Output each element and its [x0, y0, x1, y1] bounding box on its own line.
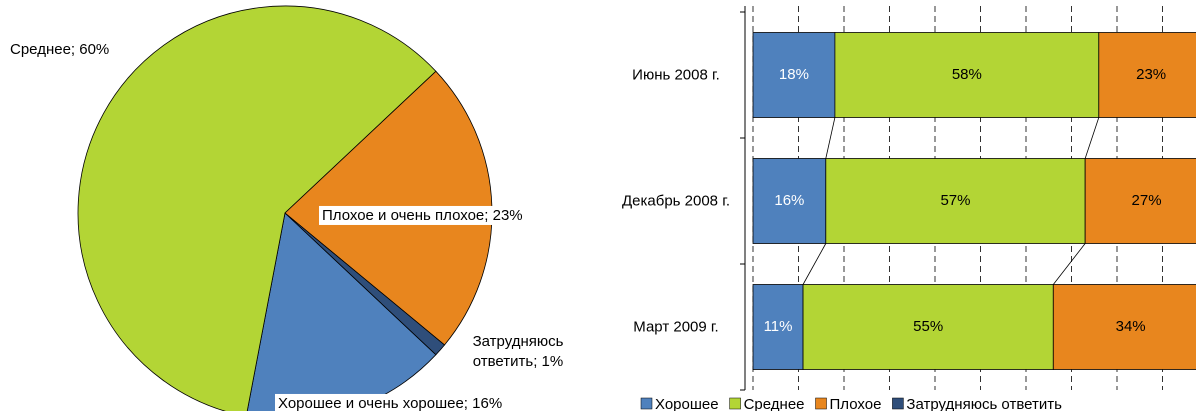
legend-label: Хорошее: [655, 396, 719, 411]
legend-swatch: [640, 397, 653, 410]
bar-value-label: 18%: [779, 66, 809, 83]
bar-segment: [802, 284, 1054, 370]
legend-swatch: [815, 397, 827, 410]
bar-value-label: 11%: [764, 318, 793, 335]
category-label: Март 2009 г.: [633, 318, 719, 336]
series-connector: [825, 117, 836, 159]
bar-value-label: 55%: [913, 318, 943, 335]
bar-value-label: 57%: [940, 192, 970, 209]
category-label: Декабрь 2008 г.: [622, 192, 730, 210]
legend-swatch: [892, 397, 904, 410]
pie-label: Плохое и очень плохое; 23%: [322, 207, 523, 224]
legend-label: Плохое: [830, 396, 882, 411]
bar-segment: [1098, 32, 1196, 118]
pie-label: Среднее; 60%: [10, 41, 109, 58]
bar-value-label: 27%: [1132, 192, 1162, 209]
bar-segment: [1052, 284, 1196, 370]
pie-slice: [284, 212, 446, 356]
bar-segment: [1084, 158, 1196, 244]
pie-label: ответить; 1%: [473, 353, 563, 370]
bar-value-label: 34%: [1116, 318, 1146, 335]
bar-value-label: 58%: [952, 66, 982, 83]
series-connector: [1052, 243, 1086, 285]
bar-value-label: 16%: [774, 192, 804, 209]
category-label: Июнь 2008 г.: [632, 66, 720, 84]
bar-segment: [825, 158, 1086, 244]
pie-label: Хорошее и очень хорошее; 16%: [278, 395, 502, 411]
pie-label: Затрудняюсь: [473, 333, 564, 350]
legend-label: Среднее: [744, 396, 805, 411]
legend-swatch: [729, 397, 741, 410]
bar-value-label: 23%: [1136, 66, 1166, 83]
pie-slice: [77, 5, 437, 411]
bar-segment: [752, 158, 827, 244]
legend-label: Затрудняюсь ответить: [906, 396, 1062, 411]
series-connector: [802, 243, 827, 285]
bar-segment: [752, 32, 836, 118]
label-background: [319, 205, 526, 225]
series-connector: [1084, 117, 1100, 159]
label-background: [275, 393, 506, 411]
bar-segment: [834, 32, 1100, 118]
